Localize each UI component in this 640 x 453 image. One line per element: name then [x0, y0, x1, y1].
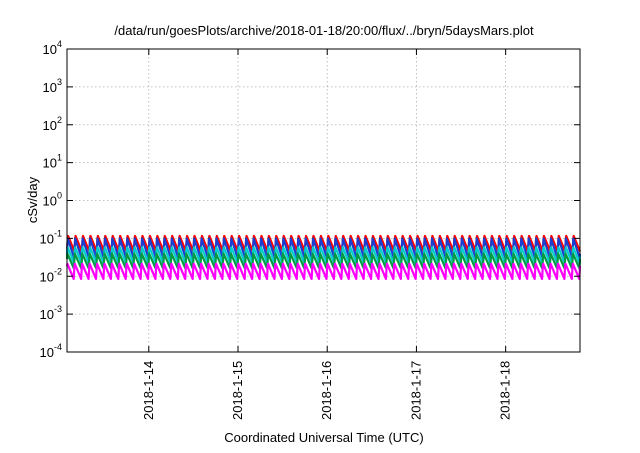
- x-tick-label: 2018-1-16: [319, 361, 334, 420]
- x-axis-label: Coordinated Universal Time (UTC): [224, 430, 423, 445]
- data-series: [65, 234, 582, 281]
- y-tick-label: 102: [43, 115, 62, 133]
- y-tick-label: 10-2: [40, 266, 62, 284]
- grid: [67, 49, 580, 352]
- y-tick-label: 10-4: [40, 342, 62, 360]
- series-line: [65, 252, 582, 270]
- series-line: [65, 246, 582, 265]
- y-axis-label: cSv/day: [25, 176, 40, 223]
- series-line: [65, 262, 582, 281]
- y-tick-label: 101: [43, 153, 62, 171]
- x-tick-label: 2018-1-17: [408, 361, 423, 420]
- chart-title: /data/run/goesPlots/archive/2018-01-18/2…: [114, 23, 534, 38]
- y-tick-label: 10-3: [40, 304, 62, 322]
- x-tick-label: 2018-1-15: [230, 361, 245, 420]
- x-tick-label: 2018-1-14: [141, 361, 156, 420]
- y-tick-label: 104: [43, 39, 62, 57]
- series-line: [65, 234, 582, 253]
- x-tick-label: 2018-1-18: [498, 361, 513, 420]
- axis-ticks: [67, 48, 580, 353]
- series-line: [65, 237, 582, 259]
- y-tick-label: 100: [43, 191, 62, 209]
- y-tick-label: 10-1: [40, 228, 62, 246]
- tick-labels: 10-4 10-3 10-2 10-1 100 101 102 103 104 2018-1-14…: [40, 39, 513, 420]
- y-tick-label: 103: [43, 77, 62, 95]
